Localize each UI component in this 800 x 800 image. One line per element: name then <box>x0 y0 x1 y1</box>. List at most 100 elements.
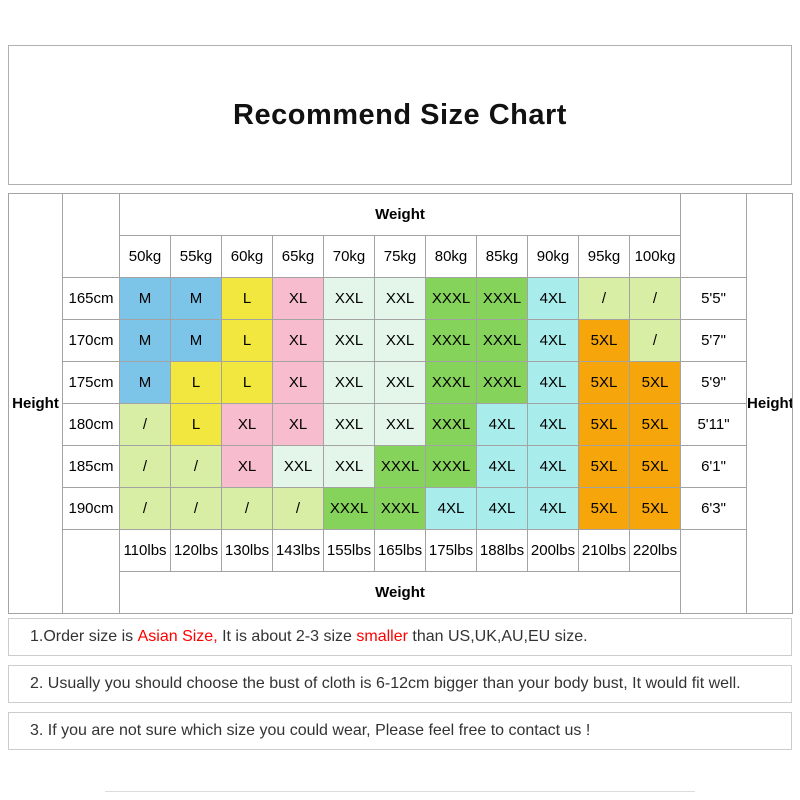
note-text: than US,UK,AU,EU size. <box>407 628 588 645</box>
size-cell: XL <box>272 319 324 362</box>
height-ft-label: 5'7" <box>680 319 748 362</box>
size-cell: 4XL <box>527 487 579 530</box>
size-cell: 4XL <box>527 277 579 320</box>
height-cm-label: 180cm <box>62 403 120 446</box>
note-text: 3. If you are not sure which size you co… <box>30 722 591 739</box>
size-cell: 4XL <box>476 445 528 488</box>
weight-lbs-label: 188lbs <box>476 529 528 572</box>
size-cell: / <box>170 445 222 488</box>
weight-kg-label: 60kg <box>221 235 273 278</box>
size-cell: XL <box>221 445 273 488</box>
table-row: 170cm M M L XL XXL XXL XXXL XXXL 4XL 5XL/5'7" <box>9 319 793 362</box>
size-cell: 5XL <box>628 445 682 488</box>
size-cell: / <box>170 487 222 530</box>
weight-lbs-row: 110lbs 120lbs 130lbs 143lbs 155lbs 165lbs 175l… <box>9 529 793 572</box>
spacer-cell <box>62 235 120 278</box>
height-cm-label: 170cm <box>62 319 120 362</box>
size-cell: XXXL <box>425 445 477 488</box>
weight-axis-label-top: Weight <box>118 193 682 236</box>
size-cell: XXL <box>272 445 324 488</box>
weight-kg-label: 95kg <box>578 235 630 278</box>
size-cell: 5XL <box>578 445 630 488</box>
weight-lbs-label: 120lbs <box>170 529 222 572</box>
size-cell: XXL <box>374 361 426 404</box>
size-cell: XL <box>221 403 273 446</box>
size-cell: / <box>119 487 171 530</box>
size-cell: M <box>119 277 171 320</box>
spacer-cell <box>62 193 120 236</box>
size-cell: 4XL <box>527 319 579 362</box>
bottom-divider <box>105 791 695 792</box>
size-cell: XXXL <box>476 361 528 404</box>
table-row: 175cm M L L XL XXL XXL XXXL XXXL 4XL 5XL 5XL 5'9" <box>9 361 793 404</box>
size-cell: XL <box>272 361 324 404</box>
weight-footer-row: Weight <box>9 571 793 614</box>
size-cell: XXL <box>323 319 375 362</box>
note-highlight: Asian Size, <box>137 628 218 645</box>
size-cell: / <box>119 445 171 488</box>
weight-kg-label: 80kg <box>425 235 477 278</box>
weight-lbs-label: 143lbs <box>272 529 324 572</box>
size-cell: 5XL <box>578 361 630 404</box>
weight-header-row: Height Weight Height <box>8 193 794 614</box>
spacer-cell <box>680 235 747 278</box>
table-row: 180cm / L XL XL XXL XXL XXXL 4XL 4XL 5XL 5XL 5'11" <box>9 403 793 446</box>
page-title: Recommend Size Chart <box>233 98 567 131</box>
size-chart-table: Height Weight Height 50kg 55kg 60kg 65kg 70k… <box>8 193 794 614</box>
height-ft-label: 6'1" <box>680 445 748 488</box>
spacer-cell <box>680 529 747 572</box>
title-box: Recommend Size Chart <box>8 45 792 185</box>
weight-kg-label: 55kg <box>170 235 222 278</box>
size-cell: 5XL <box>628 487 682 530</box>
size-cell: 4XL <box>527 361 579 404</box>
size-cell: L <box>221 277 273 320</box>
height-ft-label: 6'3" <box>680 487 748 530</box>
size-cell: L <box>170 403 222 446</box>
weight-kg-row: 50kg 55kg 60kg 65kg 70kg 75kg 80kg 85kg 90kg 95kg… <box>9 235 793 278</box>
height-ft-label: 5'5" <box>680 277 748 320</box>
size-cell: XXXL <box>374 487 426 530</box>
weight-axis-label-bottom: Weight <box>118 571 682 614</box>
height-axis-label-right: Height <box>746 193 794 614</box>
size-cell: XXL <box>323 403 375 446</box>
size-cell: XXL <box>374 319 426 362</box>
size-cell: 4XL <box>527 445 579 488</box>
size-cell: XXXL <box>425 319 477 362</box>
size-cell: 5XL <box>628 403 682 446</box>
size-cell: XXL <box>323 361 375 404</box>
size-cell: 4XL <box>476 487 528 530</box>
size-cell: L <box>221 361 273 404</box>
note-text: It is about 2-3 size <box>217 628 357 645</box>
size-cell: 4XL <box>425 487 477 530</box>
size-cell: XXL <box>323 445 375 488</box>
size-cell: XXXL <box>476 319 528 362</box>
weight-lbs-label: 155lbs <box>323 529 375 572</box>
height-cm-label: 190cm <box>62 487 120 530</box>
size-cell: 5XL <box>578 403 630 446</box>
size-cell: M <box>170 319 222 362</box>
weight-lbs-label: 200lbs <box>527 529 579 572</box>
size-cell: 5XL <box>628 361 682 404</box>
size-cell: XL <box>272 277 324 320</box>
size-cell: XXL <box>374 403 426 446</box>
size-cell: / <box>119 403 171 446</box>
table-row: 190cm / / / / XXXL XXXL 4XL 4XL 4XL 5XL 5XL 6'3" <box>9 487 793 530</box>
size-cell: XXXL <box>425 277 477 320</box>
size-cell: / <box>578 277 630 320</box>
size-cell: L <box>170 361 222 404</box>
height-ft-label: 5'9" <box>680 361 748 404</box>
size-cell: XXXL <box>476 277 528 320</box>
notes-section: 1.Order size is Asian Size, It is about … <box>8 618 792 759</box>
spacer-cell <box>680 571 747 614</box>
size-cell: L <box>221 319 273 362</box>
weight-lbs-label: 220lbs <box>628 529 682 572</box>
size-cell: XXL <box>323 277 375 320</box>
size-cell: M <box>170 277 222 320</box>
height-cm-label: 175cm <box>62 361 120 404</box>
size-cell: 5XL <box>578 319 630 362</box>
height-cm-label: 185cm <box>62 445 120 488</box>
table-row: 165cm M M L XL XXL XXL XXXL XXXL 4XL //5'5" <box>9 277 793 320</box>
note-highlight: smaller <box>356 628 408 645</box>
weight-kg-label: 70kg <box>323 235 375 278</box>
size-cell: 5XL <box>578 487 630 530</box>
